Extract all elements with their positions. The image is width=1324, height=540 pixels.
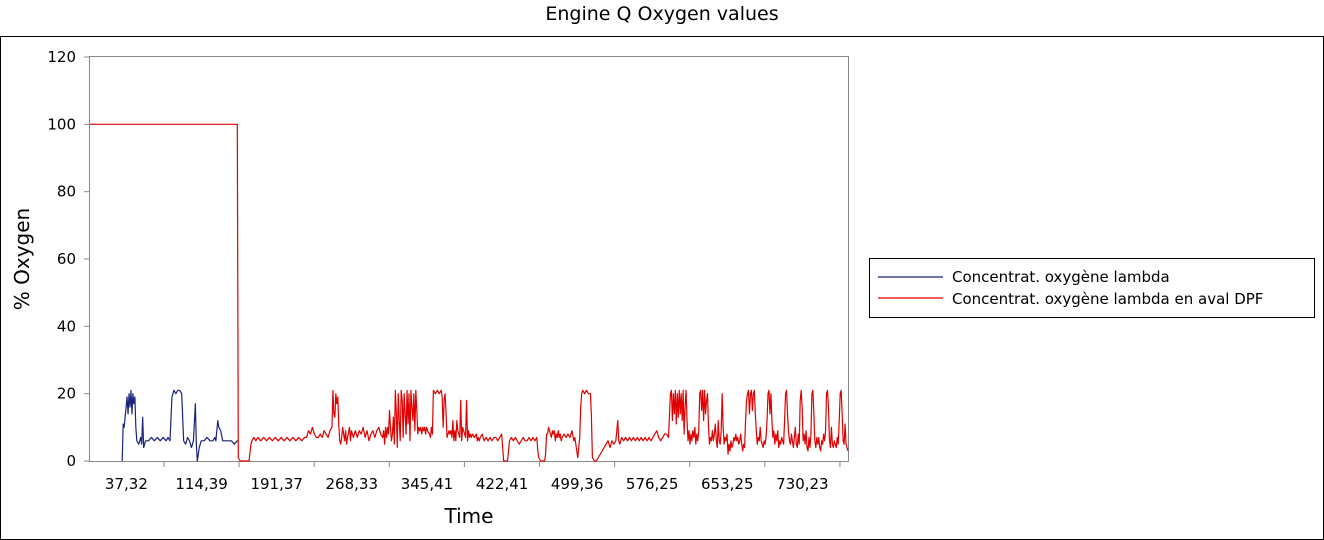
chart-title: Engine Q Oxygen values (545, 3, 778, 25)
y-axis-title: % Oxygen (10, 208, 34, 310)
x-axis-title: Time (444, 504, 494, 528)
x-tick-label: 576,25 (626, 475, 679, 493)
plot-area (89, 56, 849, 462)
series-group (90, 123, 849, 462)
x-tick-label: 422,41 (476, 475, 529, 493)
x-tick-label: 730,23 (776, 475, 829, 493)
y-tick-label: 40 (57, 317, 76, 335)
y-tick-label: 60 (57, 250, 76, 268)
x-tick-label: 114,39 (175, 475, 228, 493)
y-tick-label: 0 (66, 452, 76, 470)
y-tick-label: 120 (47, 48, 76, 66)
y-tick-label: 80 (57, 183, 76, 201)
x-tick-label: 499,36 (551, 475, 604, 493)
series-line-lambda-dpf (90, 123, 849, 462)
legend-label-lambda-dpf: Concentrat. oxygène lambda en aval DPF (952, 290, 1263, 308)
x-tick-label: 191,37 (250, 475, 303, 493)
x-tick-label: 653,25 (701, 475, 754, 493)
legend: Concentrat. oxygène lambda Concentrat. o… (869, 258, 1315, 318)
x-tick-label: 345,41 (401, 475, 454, 493)
x-axis-ticks: 37,32 114,39 191,37 268,33 345,41 422,41 499,3… (105, 461, 841, 493)
x-tick-label: 37,32 (105, 475, 148, 493)
legend-box (869, 258, 1315, 318)
series-line-lambda (121, 389, 239, 462)
y-axis-ticks: 0 20 40 60 80 100 120 (47, 48, 90, 470)
y-tick-label: 20 (57, 385, 76, 403)
legend-label-lambda: Concentrat. oxygène lambda (952, 268, 1170, 286)
y-tick-label: 100 (47, 115, 76, 133)
x-tick-label: 268,33 (326, 475, 379, 493)
